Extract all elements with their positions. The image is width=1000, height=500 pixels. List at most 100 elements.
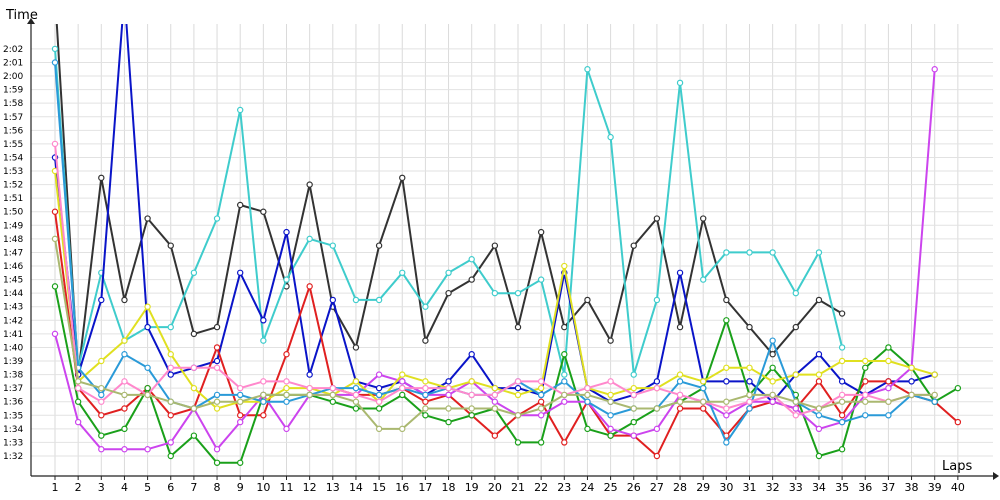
data-point bbox=[607, 337, 614, 344]
y-tick-label: 1:53 bbox=[3, 167, 23, 177]
data-point bbox=[838, 446, 846, 453]
x-tick-label: 4 bbox=[121, 481, 128, 494]
data-point bbox=[653, 425, 661, 433]
data-point bbox=[700, 405, 707, 412]
data-point bbox=[167, 452, 174, 460]
data-point bbox=[838, 398, 846, 405]
data-point bbox=[723, 439, 730, 446]
data-point bbox=[352, 296, 360, 304]
data-point bbox=[74, 398, 82, 405]
data-point bbox=[676, 391, 684, 399]
data-point bbox=[746, 249, 753, 256]
data-point bbox=[537, 405, 545, 412]
data-point bbox=[630, 405, 637, 412]
data-point bbox=[815, 425, 823, 433]
data-point bbox=[144, 323, 151, 331]
data-point bbox=[260, 378, 267, 385]
y-tick-label: 1:54 bbox=[3, 153, 23, 163]
x-tick-label: 23 bbox=[557, 481, 571, 494]
x-tick-label: 21 bbox=[511, 481, 525, 494]
data-point bbox=[283, 276, 290, 283]
data-point bbox=[885, 378, 892, 385]
data-point bbox=[584, 296, 591, 304]
data-point bbox=[306, 181, 313, 188]
data-point bbox=[283, 391, 290, 399]
data-point bbox=[213, 405, 221, 412]
data-point bbox=[375, 425, 383, 433]
data-point bbox=[213, 215, 221, 222]
data-point bbox=[537, 378, 545, 385]
data-point bbox=[283, 228, 290, 236]
data-point bbox=[98, 391, 105, 399]
data-point bbox=[723, 412, 730, 419]
x-tick-label: 31 bbox=[743, 481, 757, 494]
data-point bbox=[862, 412, 869, 419]
data-point bbox=[676, 378, 684, 385]
data-point bbox=[746, 398, 753, 405]
data-point bbox=[399, 269, 406, 277]
data-point bbox=[468, 351, 475, 358]
x-tick-label: 24 bbox=[580, 481, 594, 494]
data-point bbox=[190, 364, 198, 371]
data-point bbox=[445, 384, 452, 392]
data-point bbox=[399, 425, 406, 433]
y-tick-label: 1:40 bbox=[3, 343, 23, 353]
data-point bbox=[283, 378, 290, 385]
data-point bbox=[468, 412, 475, 419]
data-point bbox=[399, 384, 406, 392]
data-point bbox=[329, 296, 336, 304]
y-tick-label: 1:52 bbox=[3, 181, 23, 191]
data-point bbox=[561, 351, 568, 358]
data-point bbox=[700, 215, 707, 222]
data-point bbox=[352, 391, 360, 399]
data-point bbox=[144, 303, 151, 310]
data-point bbox=[792, 398, 800, 405]
x-tick-label: 26 bbox=[627, 481, 641, 494]
data-point bbox=[375, 384, 383, 392]
data-point bbox=[908, 364, 915, 371]
x-tick-label: 14 bbox=[349, 481, 363, 494]
x-tick-label: 2 bbox=[75, 481, 82, 494]
data-point bbox=[422, 337, 429, 344]
data-point bbox=[815, 249, 823, 256]
data-point bbox=[514, 384, 522, 392]
data-point bbox=[537, 398, 545, 405]
y-tick-label: 1:56 bbox=[3, 126, 23, 136]
data-point bbox=[723, 378, 730, 385]
data-point bbox=[329, 398, 336, 405]
data-point bbox=[375, 371, 383, 378]
data-point bbox=[491, 398, 499, 405]
data-point bbox=[306, 391, 313, 399]
y-tick-label: 1:42 bbox=[3, 316, 23, 326]
data-point bbox=[653, 405, 661, 412]
y-tick-label: 1:49 bbox=[3, 221, 23, 231]
data-point bbox=[167, 364, 174, 371]
data-point bbox=[236, 418, 244, 426]
data-point bbox=[931, 391, 938, 399]
data-point bbox=[630, 418, 637, 426]
data-point bbox=[537, 391, 545, 399]
y-tick-label: 1:38 bbox=[3, 371, 23, 381]
data-point bbox=[908, 391, 915, 399]
data-point bbox=[236, 384, 244, 392]
x-tick-label: 8 bbox=[214, 481, 221, 494]
data-point bbox=[98, 398, 105, 405]
data-point bbox=[121, 337, 128, 344]
data-point bbox=[236, 412, 244, 419]
data-point bbox=[399, 391, 406, 399]
y-tick-label: 1:48 bbox=[3, 235, 23, 245]
data-point bbox=[283, 398, 290, 405]
x-tick-label: 19 bbox=[465, 481, 479, 494]
data-point bbox=[260, 391, 267, 399]
y-tick-label: 1:50 bbox=[3, 208, 23, 218]
data-point bbox=[352, 378, 360, 385]
data-point bbox=[144, 364, 151, 371]
x-tick-label: 38 bbox=[905, 481, 919, 494]
data-point bbox=[653, 215, 661, 222]
data-point bbox=[98, 412, 105, 419]
data-point bbox=[607, 432, 614, 439]
y-tick-label: 1:32 bbox=[3, 452, 23, 462]
y-tick-label: 1:37 bbox=[3, 384, 23, 394]
data-point bbox=[746, 364, 753, 371]
